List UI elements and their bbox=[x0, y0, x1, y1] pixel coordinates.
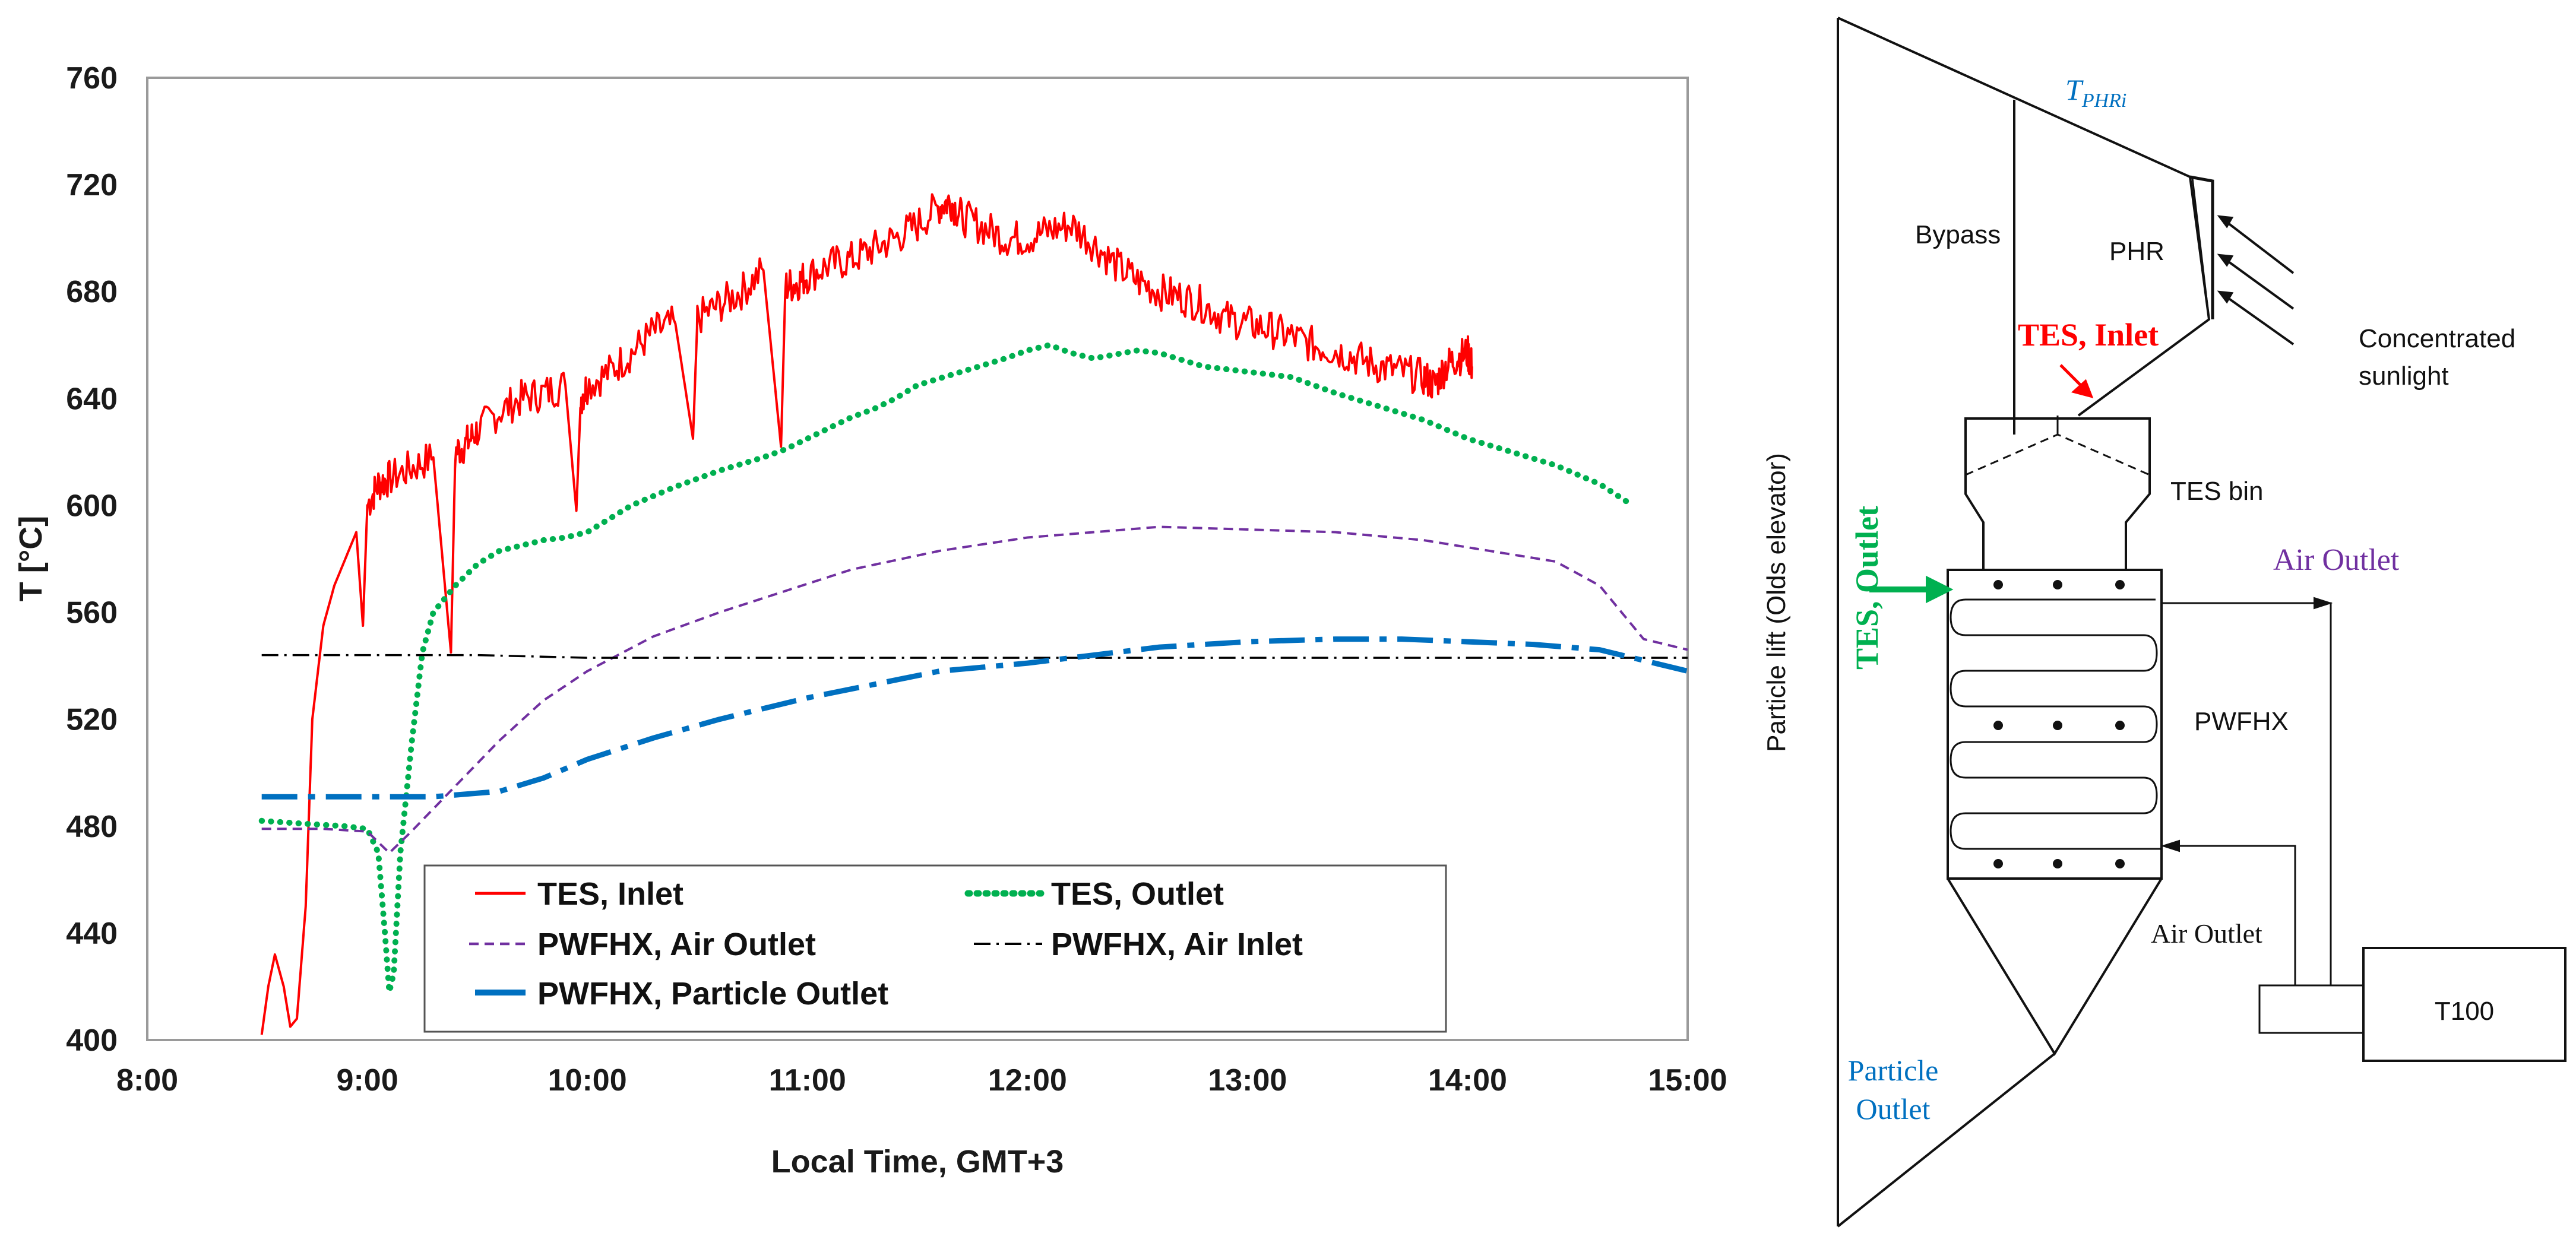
t-phr-main: T bbox=[2065, 73, 2084, 106]
sunlight-ray-1 bbox=[2219, 215, 2295, 274]
legend-particle-outlet: PWFHX, Particle Outlet bbox=[537, 976, 888, 1012]
y-tick-label: 560 bbox=[66, 596, 118, 630]
legend-air-inlet: PWFHX, Air Inlet bbox=[1051, 927, 1303, 962]
particle-outlet-label-2: Outlet bbox=[1856, 1092, 1931, 1125]
x-tick-label: 15:00 bbox=[1648, 1063, 1727, 1098]
air-outlet-arrowhead bbox=[2314, 597, 2333, 610]
y-axis-label: T [°C] bbox=[13, 516, 49, 602]
air-inlet-arrowhead bbox=[2160, 839, 2180, 852]
sunlight-arrowhead-2 bbox=[2217, 253, 2234, 267]
series-line-pwfhx-particle-outlet bbox=[261, 636, 1688, 800]
pwfhx-body bbox=[1947, 569, 2163, 880]
particle-dot bbox=[1993, 580, 2003, 589]
sunlight-label: sunlight bbox=[2359, 362, 2449, 391]
t100-label: T100 bbox=[2435, 997, 2494, 1026]
x-tick-label: 11:00 bbox=[769, 1063, 846, 1098]
y-tick-label: 600 bbox=[66, 489, 118, 523]
heat-exchanger-tube bbox=[1950, 598, 2162, 850]
legend: TES, Inlet TES, Outlet PWFHX, Air Outlet… bbox=[423, 864, 1447, 1033]
pwfhx-label: PWFHX bbox=[2194, 707, 2289, 736]
particle-lift-label: Particle lift (Olds elevator) bbox=[1762, 453, 1791, 752]
receiver-aperture-inner bbox=[2191, 177, 2210, 320]
x-tick-label: 10:00 bbox=[548, 1063, 627, 1098]
air-outlet-bottom-label: Air Outlet bbox=[2151, 918, 2262, 949]
tes-inlet-arrowhead bbox=[2071, 379, 2094, 398]
series-line-tes-outlet bbox=[258, 342, 1636, 995]
t100-compressor bbox=[2258, 984, 2365, 1034]
sunlight-arrowhead-3 bbox=[2217, 290, 2234, 304]
x-tick-label: 8:00 bbox=[116, 1063, 178, 1098]
y-tick-label: 720 bbox=[66, 168, 118, 202]
particle-dot bbox=[2115, 859, 2125, 868]
x-tick-label: 9:00 bbox=[337, 1063, 398, 1098]
receiver-aperture bbox=[2189, 175, 2214, 319]
x-tick-label: 14:00 bbox=[1428, 1063, 1507, 1098]
pwfhx-particles bbox=[1993, 580, 2125, 868]
x-axis-label: Local Time, GMT+3 bbox=[771, 1144, 1064, 1180]
tes-inlet-label: TES, Inlet bbox=[2018, 317, 2159, 353]
y-tick-label: 640 bbox=[66, 382, 118, 416]
sunlight-ray-3 bbox=[2219, 291, 2295, 345]
legend-tes-inlet: TES, Inlet bbox=[537, 876, 683, 912]
air-outlet-top-label: Air Outlet bbox=[2273, 543, 2400, 577]
y-tick-label: 680 bbox=[66, 275, 118, 309]
tes-bin-cone bbox=[1965, 433, 2150, 476]
air-inlet-pipe bbox=[2162, 845, 2296, 985]
outer-left-structure bbox=[1837, 17, 2211, 1226]
series-line-tes-inlet bbox=[260, 193, 1473, 1035]
particle-dot bbox=[2053, 859, 2062, 868]
sunlight-ray-2 bbox=[2219, 254, 2295, 310]
x-tick-label: 12:00 bbox=[988, 1063, 1067, 1098]
particle-dot bbox=[1993, 859, 2003, 868]
y-tick-label: 480 bbox=[66, 810, 118, 844]
t-phr-label: TPHRi bbox=[2065, 73, 2126, 112]
tes-outlet-label: TES, Outlet bbox=[1849, 506, 1885, 670]
series-line-pwfhx-air-outlet bbox=[261, 525, 1688, 854]
particle-dot bbox=[2053, 580, 2062, 589]
y-tick-label: 440 bbox=[66, 917, 118, 951]
t100-turbine bbox=[2362, 947, 2566, 1062]
temperature-chart: 8:00 9:00 10:00 11:00 12:00 13:00 14:00 15:00 40… bbox=[13, 61, 1727, 1180]
y-tick-label: 400 bbox=[66, 1023, 118, 1058]
tes-bin-outline bbox=[1964, 417, 2151, 571]
legend-tes-outlet: TES, Outlet bbox=[1051, 876, 1224, 912]
system-diagram: TPHRi Bypass PHR TES, Inlet Concentrated… bbox=[1762, 17, 2566, 1228]
concentrated-label: Concentrated bbox=[2359, 324, 2515, 353]
tes-bin-label: TES bin bbox=[2170, 477, 2264, 506]
particle-dot bbox=[2115, 721, 2125, 730]
series-lines bbox=[258, 193, 1688, 1035]
particle-return bbox=[1837, 1052, 2056, 1228]
y-tick-label: 520 bbox=[66, 703, 118, 737]
series-line-pwfhx-air-inlet bbox=[261, 654, 1688, 659]
phr-label: PHR bbox=[2109, 237, 2164, 266]
legend-box bbox=[423, 864, 1447, 1033]
particle-dot bbox=[1993, 721, 2003, 730]
x-tick-label: 13:00 bbox=[1208, 1063, 1287, 1098]
sunlight-arrowhead-1 bbox=[2217, 215, 2234, 229]
pwfhx-hopper bbox=[1947, 877, 2163, 1056]
bypass-label: Bypass bbox=[1915, 220, 2001, 249]
y-tick-label: 760 bbox=[66, 61, 118, 96]
particle-outlet-label-1: Particle bbox=[1848, 1054, 1939, 1087]
particle-dot bbox=[2053, 721, 2062, 730]
axis-ticks: 8:00 9:00 10:00 11:00 12:00 13:00 14:00 15:00 40… bbox=[66, 61, 1727, 1098]
particle-dot bbox=[2115, 580, 2125, 589]
legend-air-outlet: PWFHX, Air Outlet bbox=[537, 927, 816, 962]
t-phr-subscript: PHRi bbox=[2081, 90, 2127, 112]
tes-outlet-arrowhead bbox=[1926, 575, 1954, 604]
